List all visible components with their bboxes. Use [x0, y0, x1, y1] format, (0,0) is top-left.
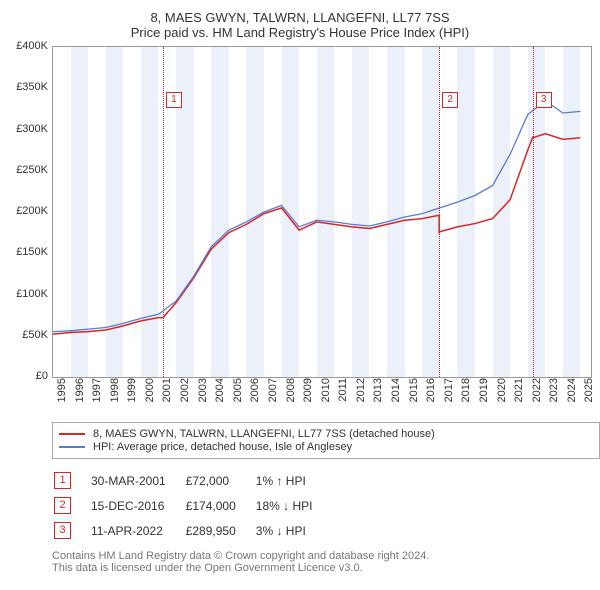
- price-chart: 1 2 3: [52, 46, 592, 378]
- legend-swatch-hpi: [59, 446, 85, 448]
- tx-price: £72,000: [186, 469, 254, 492]
- chart-marker-2: 2: [442, 92, 458, 108]
- footer-line-1: Contains HM Land Registry data © Crown c…: [52, 550, 590, 562]
- transaction-row: 2 15-DEC-2016£174,00018% ↓ HPI: [54, 494, 330, 517]
- legend-row: 8, MAES GWYN, TALWRN, LLANGEFNI, LL77 7S…: [59, 428, 593, 440]
- x-axis-labels: 1995199619971998199920002001200220032004…: [52, 378, 590, 422]
- title-line-1: 8, MAES GWYN, TALWRN, LLANGEFNI, LL77 7S…: [10, 10, 590, 25]
- chart-marker-3: 3: [536, 92, 552, 108]
- chart-marker-1: 1: [166, 92, 182, 108]
- marker-box: 3: [54, 522, 71, 539]
- tx-date: 30-MAR-2001: [91, 469, 184, 492]
- footer-line-2: This data is licensed under the Open Gov…: [52, 562, 590, 574]
- chart-svg: [53, 47, 591, 377]
- marker-box: 1: [54, 472, 71, 489]
- legend: 8, MAES GWYN, TALWRN, LLANGEFNI, LL77 7S…: [52, 422, 600, 459]
- transaction-row: 1 30-MAR-2001£72,0001% ↑ HPI: [54, 469, 330, 492]
- footer: Contains HM Land Registry data © Crown c…: [52, 550, 590, 574]
- tx-delta: 1% ↑ HPI: [256, 469, 331, 492]
- tx-date: 15-DEC-2016: [91, 494, 184, 517]
- tx-price: £174,000: [186, 494, 254, 517]
- tx-price: £289,950: [186, 519, 254, 542]
- chart-title: 8, MAES GWYN, TALWRN, LLANGEFNI, LL77 7S…: [10, 10, 590, 40]
- legend-row: HPI: Average price, detached house, Isle…: [59, 441, 593, 453]
- legend-swatch-property: [59, 433, 85, 435]
- marker-box: 2: [54, 497, 71, 514]
- legend-label: 8, MAES GWYN, TALWRN, LLANGEFNI, LL77 7S…: [93, 428, 435, 440]
- tx-date: 11-APR-2022: [91, 519, 184, 542]
- transactions-table: 1 30-MAR-2001£72,0001% ↑ HPI 2 15-DEC-2016£…: [52, 467, 332, 544]
- legend-label: HPI: Average price, detached house, Isle…: [93, 441, 352, 453]
- transaction-row: 3 11-APR-2022£289,9503% ↓ HPI: [54, 519, 330, 542]
- title-line-2: Price paid vs. HM Land Registry's House …: [10, 25, 590, 40]
- tx-delta: 3% ↓ HPI: [256, 519, 331, 542]
- tx-delta: 18% ↓ HPI: [256, 494, 331, 517]
